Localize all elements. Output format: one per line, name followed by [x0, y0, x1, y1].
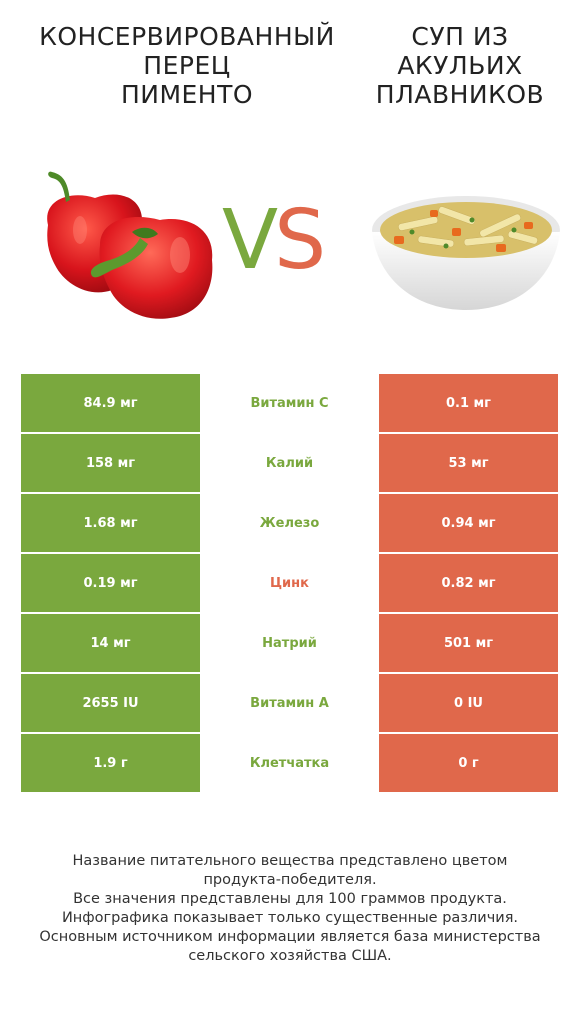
vs-v: V	[222, 193, 278, 288]
footer-line: Все значения представлены для 100 граммо…	[73, 891, 507, 907]
right-value-cell: 501 мг	[379, 614, 558, 672]
right-value-cell: 0 г	[379, 734, 558, 792]
right-value-cell: 0.94 мг	[379, 494, 558, 552]
footer-line: Название питательного вещества представл…	[72, 853, 508, 869]
table-row: 14 мг Натрий 501 мг	[21, 614, 558, 672]
vs-label: VS	[222, 193, 326, 288]
left-value-cell: 2655 IU	[21, 674, 200, 732]
nutrient-name-cell: Витамин C	[200, 374, 379, 432]
left-value-cell: 1.9 г	[21, 734, 200, 792]
footer-line: Основным источником информации является …	[39, 929, 541, 945]
table-row: 1.68 мг Железо 0.94 мг	[21, 494, 558, 552]
table-row: 158 мг Калий 53 мг	[21, 434, 558, 492]
vs-s: S	[274, 193, 326, 288]
left-value-cell: 84.9 мг	[21, 374, 200, 432]
right-title-line: СУП ИЗ	[411, 22, 509, 51]
footer-line: Инфографика показывает только существенн…	[61, 910, 519, 926]
nutrient-name-cell: Витамин A	[200, 674, 379, 732]
left-value-cell: 14 мг	[21, 614, 200, 672]
nutrient-name-cell: Цинк	[200, 554, 379, 612]
table-row: 84.9 мг Витамин C 0.1 мг	[21, 374, 558, 432]
left-value-cell: 0.19 мг	[21, 554, 200, 612]
right-title-line: АКУЛЬИХ	[397, 51, 523, 80]
right-value-cell: 0.82 мг	[379, 554, 558, 612]
left-value-cell: 1.68 мг	[21, 494, 200, 552]
red-bell-pepper-icon	[47, 171, 213, 319]
comparison-table: 84.9 мг Витамин C 0.1 мг 158 мг Калий 53 мг 1.…	[21, 374, 558, 794]
nutrient-name-cell: Клетчатка	[200, 734, 379, 792]
right-title-line: ПЛАВНИКОВ	[375, 80, 545, 109]
nutrient-name-cell: Натрий	[200, 614, 379, 672]
left-title-line: ПИМЕНТО	[120, 80, 254, 109]
left-product-title: КОНСЕРВИРОВАННЫЙ ПЕРЕЦ ПИМЕНТО	[28, 22, 346, 109]
right-product-title: СУП ИЗ АКУЛЬИХ ПЛАВНИКОВ	[360, 22, 560, 109]
left-value-cell: 158 мг	[21, 434, 200, 492]
nutrient-name-cell: Железо	[200, 494, 379, 552]
soup-bowl-icon	[372, 196, 560, 310]
nutrient-name-cell: Калий	[200, 434, 379, 492]
table-row: 1.9 г Клетчатка 0 г	[21, 734, 558, 792]
left-title-line: ПЕРЕЦ	[143, 51, 231, 80]
table-row: 0.19 мг Цинк 0.82 мг	[21, 554, 558, 612]
footer-line: продукта-победителя.	[203, 872, 377, 888]
footer-note: Название питательного вещества представл…	[0, 852, 580, 966]
footer-line: сельского хозяйства США.	[188, 948, 392, 964]
left-title-line: КОНСЕРВИРОВАННЫЙ	[39, 22, 335, 51]
right-value-cell: 0.1 мг	[379, 374, 558, 432]
right-value-cell: 53 мг	[379, 434, 558, 492]
right-value-cell: 0 IU	[379, 674, 558, 732]
